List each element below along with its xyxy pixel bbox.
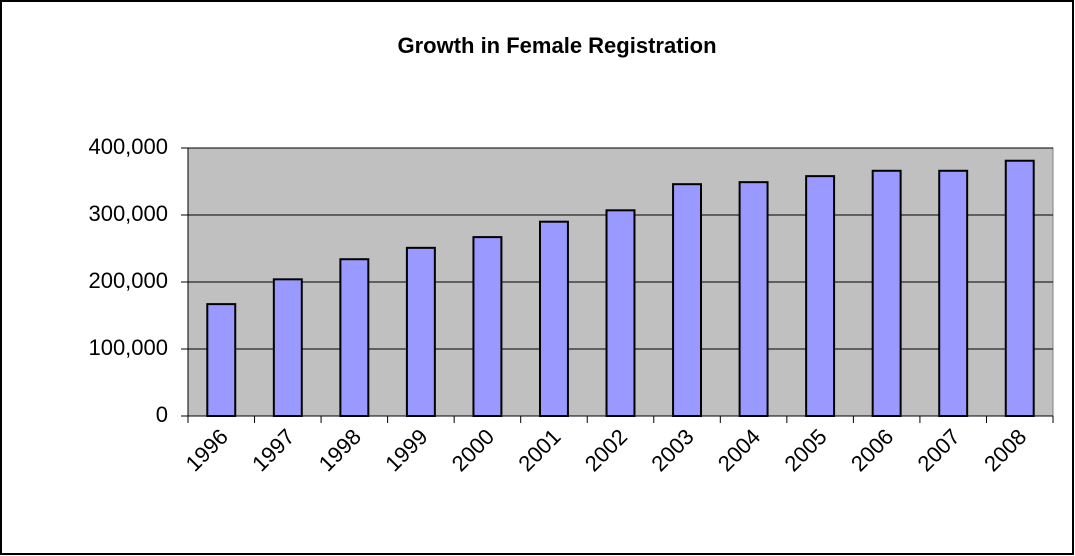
bar	[206, 303, 237, 417]
y-tick-label: 400,000	[88, 134, 168, 159]
bar	[871, 169, 902, 417]
y-tick-label: 300,000	[88, 201, 168, 226]
bar	[938, 169, 969, 417]
bar	[272, 278, 303, 417]
chart-title: Growth in Female Registration	[397, 33, 716, 58]
y-tick-label: 200,000	[88, 268, 168, 293]
bar	[805, 175, 836, 417]
bar	[1004, 159, 1035, 417]
bar	[605, 209, 636, 417]
bar	[405, 246, 436, 417]
y-tick-label: 100,000	[88, 335, 168, 360]
bar	[339, 258, 370, 417]
y-tick-label: 0	[156, 402, 168, 427]
bar	[738, 181, 769, 417]
bar	[472, 236, 503, 417]
bar	[538, 220, 569, 417]
bar	[672, 183, 703, 417]
